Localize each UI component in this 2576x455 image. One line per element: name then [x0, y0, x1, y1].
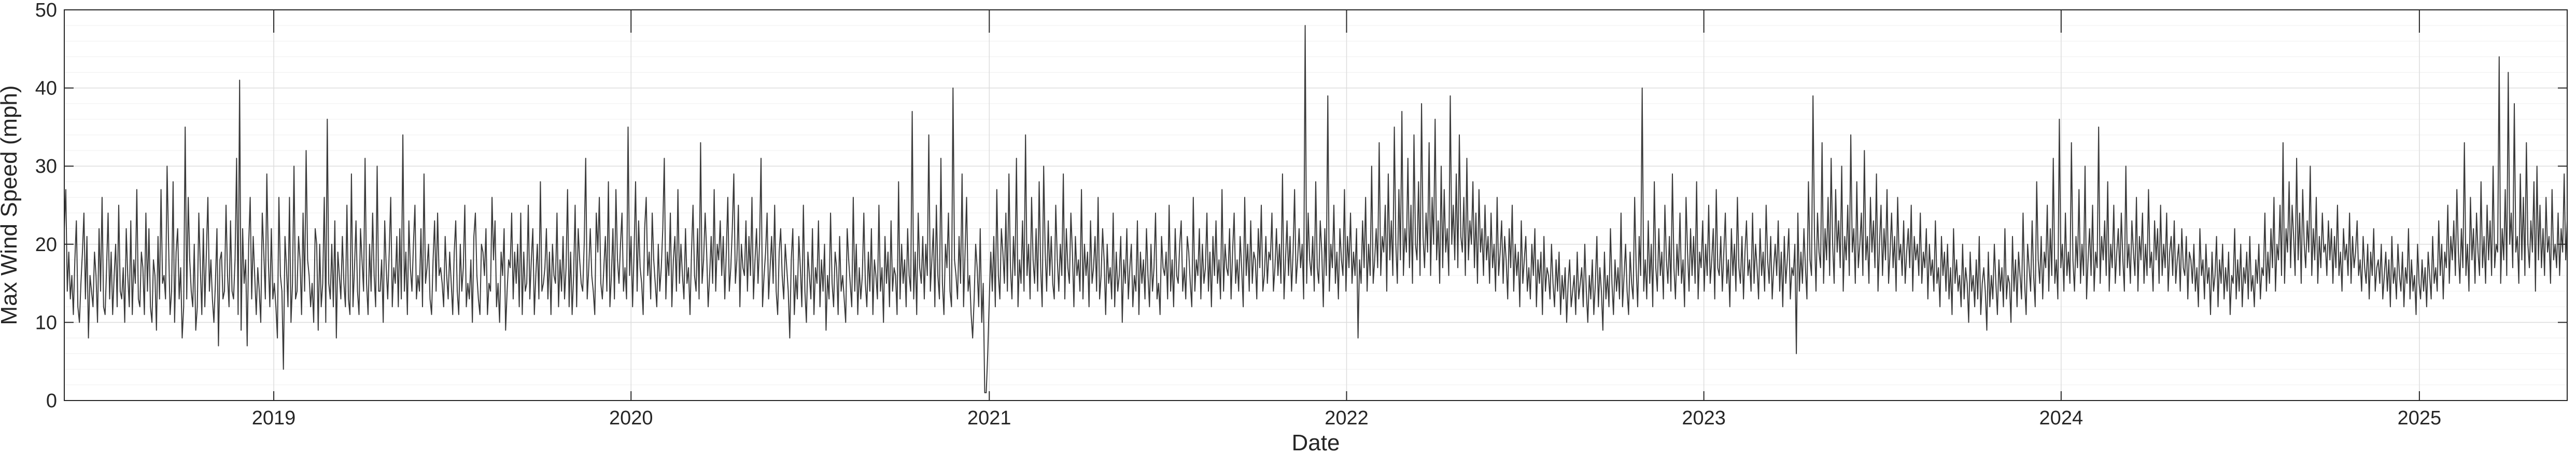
y-tick-label: 50 — [35, 0, 57, 21]
y-axis-label: Max Wind Speed (mph) — [0, 85, 22, 325]
y-tick-label: 0 — [46, 390, 57, 412]
series-line-1 — [64, 25, 2568, 393]
plot-frame — [64, 9, 2568, 401]
minor-grid — [64, 25, 2567, 385]
x-axis-label: Date — [1292, 430, 1340, 455]
x-tick-label: 2025 — [2398, 407, 2442, 429]
y-tick-label: 30 — [35, 156, 57, 177]
y-tick-label: 10 — [35, 312, 57, 334]
series-layer — [64, 25, 2568, 393]
x-tick-label: 2019 — [252, 407, 296, 429]
y-tick-label: 40 — [35, 78, 57, 100]
x-tick-label: 2020 — [609, 407, 653, 429]
tick-marks — [64, 9, 2567, 401]
y-tick-label: 20 — [35, 234, 57, 256]
x-tick-label: 2022 — [1325, 407, 1369, 429]
x-tick-label: 2021 — [967, 407, 1011, 429]
x-tick-labels: 2019 2020 2021 2022 2023 2024 2025 — [252, 407, 2441, 429]
x-tick-label: 2024 — [2039, 407, 2084, 429]
y-tick-labels: 0 10 20 30 40 50 — [35, 0, 57, 412]
x-tick-label: 2023 — [1682, 407, 1726, 429]
